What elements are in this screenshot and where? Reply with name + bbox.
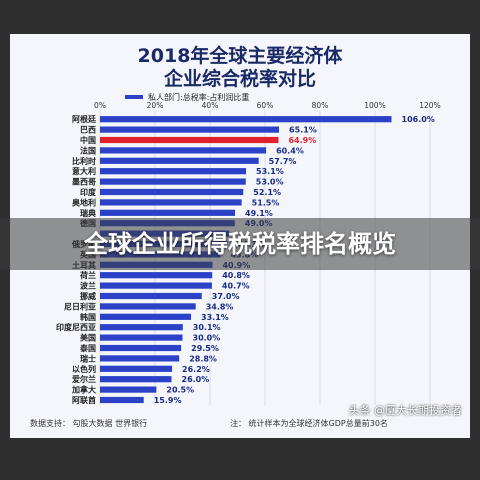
value-label: 53.0%: [256, 178, 284, 187]
category-label: 瑞典: [80, 208, 96, 218]
value-label: 51.5%: [252, 198, 280, 207]
value-label: 15.9%: [154, 396, 182, 405]
bar: [100, 303, 196, 310]
category-label: 加拿大: [71, 385, 96, 395]
category-label: 阿根廷: [72, 114, 97, 124]
legend-swatch: [125, 95, 143, 99]
x-tick-label: 120%: [419, 101, 440, 110]
value-label: 26.0%: [182, 375, 210, 384]
value-label: 34.8%: [206, 302, 234, 311]
bar: [100, 365, 173, 372]
bar: [100, 168, 247, 175]
value-label: 52.1%: [253, 188, 281, 197]
value-label: 64.9%: [288, 136, 316, 145]
category-label: 巴西: [80, 126, 96, 135]
bar: [100, 126, 280, 133]
category-label: 中国: [80, 135, 96, 145]
bar: [100, 396, 144, 404]
value-label: 28.8%: [189, 354, 217, 363]
legend: 私人部门:总税率:占利润比重: [125, 92, 249, 102]
value-label: 40.8%: [222, 271, 250, 280]
x-tick-label: 0%: [94, 101, 106, 110]
category-label: 奥地利: [71, 197, 96, 207]
bar: [100, 178, 246, 185]
category-label: 阿联酋: [72, 395, 96, 405]
value-label: 26.2%: [182, 365, 210, 374]
value-label: 65.1%: [289, 126, 317, 135]
source-note: 数据支持： 勾股大数据 世界银行: [30, 418, 147, 428]
category-label: 墨西哥: [72, 177, 96, 187]
chart-title-line1: 2018年全球主要经济体: [138, 44, 344, 67]
value-label: 49.1%: [245, 209, 273, 218]
category-label: 比利时: [72, 156, 96, 166]
category-label: 以色列: [72, 364, 96, 374]
bar: [100, 292, 202, 300]
x-tick-label: 100%: [364, 101, 385, 110]
bar: [100, 334, 183, 341]
bar: [100, 324, 183, 331]
value-label: 106.0%: [402, 115, 435, 124]
x-tick-label: 60%: [257, 101, 274, 110]
category-label: 尼日利亚: [64, 301, 96, 311]
bar: [100, 376, 172, 383]
bar: [100, 386, 157, 393]
value-label: 40.7%: [222, 282, 250, 291]
title-banner: 全球企业所得税税率排名概览: [0, 218, 480, 270]
category-label: 挪威: [80, 291, 96, 301]
category-label: 印度尼西亚: [56, 322, 96, 332]
value-label: 29.5%: [191, 344, 219, 353]
category-label: 瑞士: [80, 353, 96, 363]
x-tick-label: 20%: [147, 101, 164, 110]
legend-label: 私人部门:总税率:占利润比重: [148, 92, 249, 102]
bar: [100, 199, 242, 206]
category-label: 美国: [80, 333, 96, 343]
sample-note: 注： 统计样本为全球经济体GDP总量前30名: [230, 418, 388, 428]
bar: [100, 209, 236, 216]
category-label: 印度: [80, 187, 97, 197]
bar: [100, 344, 182, 352]
value-label: 60.4%: [276, 146, 304, 155]
bar: [100, 313, 192, 320]
x-tick-label: 80%: [312, 101, 329, 110]
category-label: 泰国: [79, 343, 96, 353]
category-label: 意大利: [72, 166, 96, 176]
bar: [100, 272, 213, 279]
bar: [100, 282, 212, 289]
value-label: 30.0%: [193, 334, 221, 343]
bar: [100, 136, 279, 144]
watermark: 头条 @厦大长期投资者: [348, 404, 463, 417]
category-label: 韩国: [80, 312, 96, 322]
chart-title-line2: 企业综合税率对比: [163, 67, 316, 90]
value-label: 33.1%: [201, 313, 229, 322]
category-label: 爱尔兰: [72, 374, 96, 384]
bar: [100, 147, 267, 154]
bar: [100, 188, 244, 196]
banner-title: 全球企业所得税税率排名概览: [84, 230, 396, 258]
x-tick-label: 40%: [202, 101, 219, 110]
category-label: 波兰: [80, 281, 96, 291]
value-label: 53.1%: [256, 167, 284, 176]
bar: [100, 116, 392, 123]
value-label: 20.5%: [166, 386, 194, 395]
bar: [100, 157, 259, 164]
category-label: 荷兰: [79, 270, 96, 280]
value-label: 30.1%: [193, 323, 221, 332]
category-label: 法国: [80, 145, 96, 155]
value-label: 57.7%: [269, 157, 297, 166]
bar: [100, 355, 180, 362]
value-label: 37.0%: [212, 292, 240, 301]
